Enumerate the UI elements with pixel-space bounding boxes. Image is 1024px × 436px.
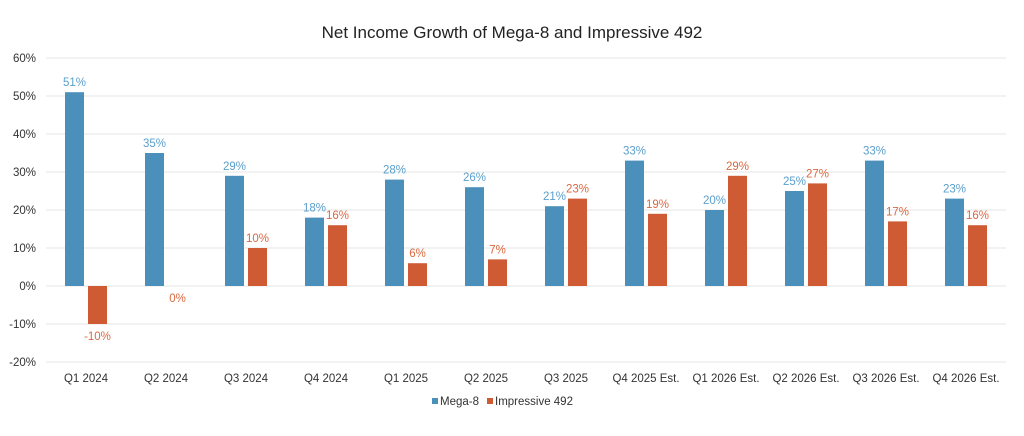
data-label: 16% xyxy=(326,210,349,222)
data-label: 27% xyxy=(806,168,829,180)
bar-mega-8 xyxy=(545,206,564,286)
bar-mega-8 xyxy=(65,92,84,286)
data-label: 16% xyxy=(966,210,989,222)
y-tick-label: 40% xyxy=(13,129,36,141)
x-tick-label: Q2 2026 Est. xyxy=(772,373,839,385)
bar-mega-8 xyxy=(705,210,724,286)
bar-mega-8 xyxy=(225,175,244,286)
bar-mega-8 xyxy=(385,179,404,286)
y-tick-label: 50% xyxy=(13,91,36,103)
data-label: 33% xyxy=(623,146,646,158)
y-tick-label: 20% xyxy=(13,205,36,217)
y-tick-label: -20% xyxy=(9,357,36,369)
data-label: 23% xyxy=(943,184,966,196)
x-tick-label: Q4 2024 xyxy=(304,373,349,385)
bar-mega-8 xyxy=(785,191,804,286)
x-tick-label: Q4 2025 Est. xyxy=(612,373,679,385)
bar-impressive-492 xyxy=(728,175,747,286)
bar-impressive-492 xyxy=(648,213,667,286)
bar-impressive-492 xyxy=(888,221,907,286)
legend-label: Impressive 492 xyxy=(495,396,573,408)
data-label: 0% xyxy=(169,293,186,305)
bar-mega-8 xyxy=(865,160,884,286)
y-tick-label: 30% xyxy=(13,167,36,179)
data-label: 20% xyxy=(703,195,726,207)
bar-mega-8 xyxy=(625,160,644,286)
data-label: 7% xyxy=(489,244,506,256)
x-tick-label: Q3 2025 xyxy=(544,373,588,385)
x-tick-label: Q4 2026 Est. xyxy=(932,373,999,385)
x-tick-label: Q1 2024 xyxy=(64,373,109,385)
legend-label: Mega-8 xyxy=(440,396,479,408)
data-label: 23% xyxy=(566,184,589,196)
data-label: 35% xyxy=(143,138,166,150)
x-tick-label: Q3 2026 Est. xyxy=(852,373,919,385)
chart-title: Net Income Growth of Mega-8 and Impressi… xyxy=(322,23,703,42)
data-label: 19% xyxy=(646,199,669,211)
bar-mega-8 xyxy=(945,198,964,286)
legend-swatch xyxy=(432,398,438,404)
data-label: -10% xyxy=(84,331,111,343)
data-label: 6% xyxy=(409,248,426,260)
bar-mega-8 xyxy=(465,187,484,286)
data-label: 26% xyxy=(463,172,486,184)
y-tick-label: 10% xyxy=(13,243,36,255)
data-label: 33% xyxy=(863,146,886,158)
legend-swatch xyxy=(487,398,493,404)
bar-impressive-492 xyxy=(248,248,267,286)
x-tick-label: Q2 2024 xyxy=(144,373,189,385)
bar-impressive-492 xyxy=(408,263,427,286)
data-label: 25% xyxy=(783,176,806,188)
data-label: 21% xyxy=(543,191,566,203)
bar-impressive-492 xyxy=(488,259,507,286)
x-tick-label: Q1 2026 Est. xyxy=(692,373,759,385)
legend: Mega-8 Impressive 492 xyxy=(432,396,573,408)
bar-impressive-492 xyxy=(88,286,107,324)
data-label: 18% xyxy=(303,203,326,215)
data-label: 29% xyxy=(223,161,246,173)
x-tick-label: Q3 2024 xyxy=(224,373,269,385)
x-tick-label: Q1 2025 xyxy=(384,373,428,385)
y-tick-label: 0% xyxy=(19,281,36,293)
y-tick-label: 60% xyxy=(13,53,36,65)
data-label: 28% xyxy=(383,165,406,177)
bar-impressive-492 xyxy=(968,225,987,286)
x-tick-label: Q2 2025 xyxy=(464,373,508,385)
data-label: 51% xyxy=(63,77,86,89)
data-label: 29% xyxy=(726,161,749,173)
bar-mega-8 xyxy=(145,153,164,286)
bar-impressive-492 xyxy=(328,225,347,286)
bar-mega-8 xyxy=(305,217,324,286)
bar-impressive-492 xyxy=(808,183,827,286)
data-label: 10% xyxy=(246,233,269,245)
data-label: 17% xyxy=(886,206,909,218)
bar-impressive-492 xyxy=(568,198,587,286)
y-tick-label: -10% xyxy=(9,319,36,331)
